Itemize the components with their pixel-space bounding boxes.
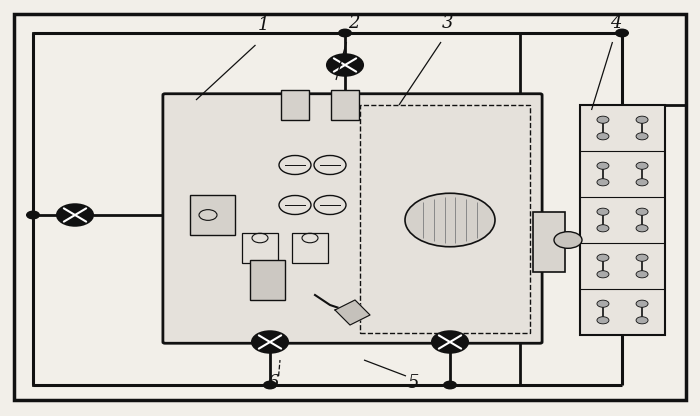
Circle shape [636,208,648,215]
Text: 2: 2 [349,14,360,32]
Circle shape [597,317,609,324]
Circle shape [597,133,609,140]
Circle shape [27,211,39,219]
Circle shape [597,225,609,232]
Text: 1: 1 [258,16,269,34]
Text: 6: 6 [267,374,279,392]
Bar [331,90,359,120]
Bar [580,105,665,335]
Circle shape [636,133,648,140]
Circle shape [597,116,609,123]
Bar [292,233,328,263]
Polygon shape [335,300,370,325]
Circle shape [444,381,456,389]
Circle shape [252,331,288,353]
Bar [33,33,520,385]
Circle shape [597,254,609,261]
Circle shape [597,179,609,186]
Circle shape [636,162,648,169]
Circle shape [554,232,582,248]
Bar [190,195,235,235]
Circle shape [597,271,609,278]
Circle shape [636,271,648,278]
Circle shape [636,225,648,232]
FancyBboxPatch shape [163,94,542,343]
Bar [242,233,278,263]
Circle shape [432,331,468,353]
Circle shape [636,317,648,324]
Text: 4: 4 [610,14,622,32]
Bar [360,105,530,333]
Circle shape [636,179,648,186]
Bar [250,260,285,300]
Circle shape [597,162,609,169]
Text: 5: 5 [407,374,419,392]
Bar [533,212,565,272]
Circle shape [636,254,648,261]
Circle shape [597,300,609,307]
Circle shape [327,54,363,76]
Text: 3: 3 [442,14,454,32]
Circle shape [636,116,648,123]
Bar [281,90,309,120]
Circle shape [616,29,629,37]
Circle shape [264,381,276,389]
Circle shape [636,300,648,307]
Circle shape [339,29,351,37]
Circle shape [405,193,495,247]
Circle shape [57,204,93,226]
Circle shape [597,208,609,215]
